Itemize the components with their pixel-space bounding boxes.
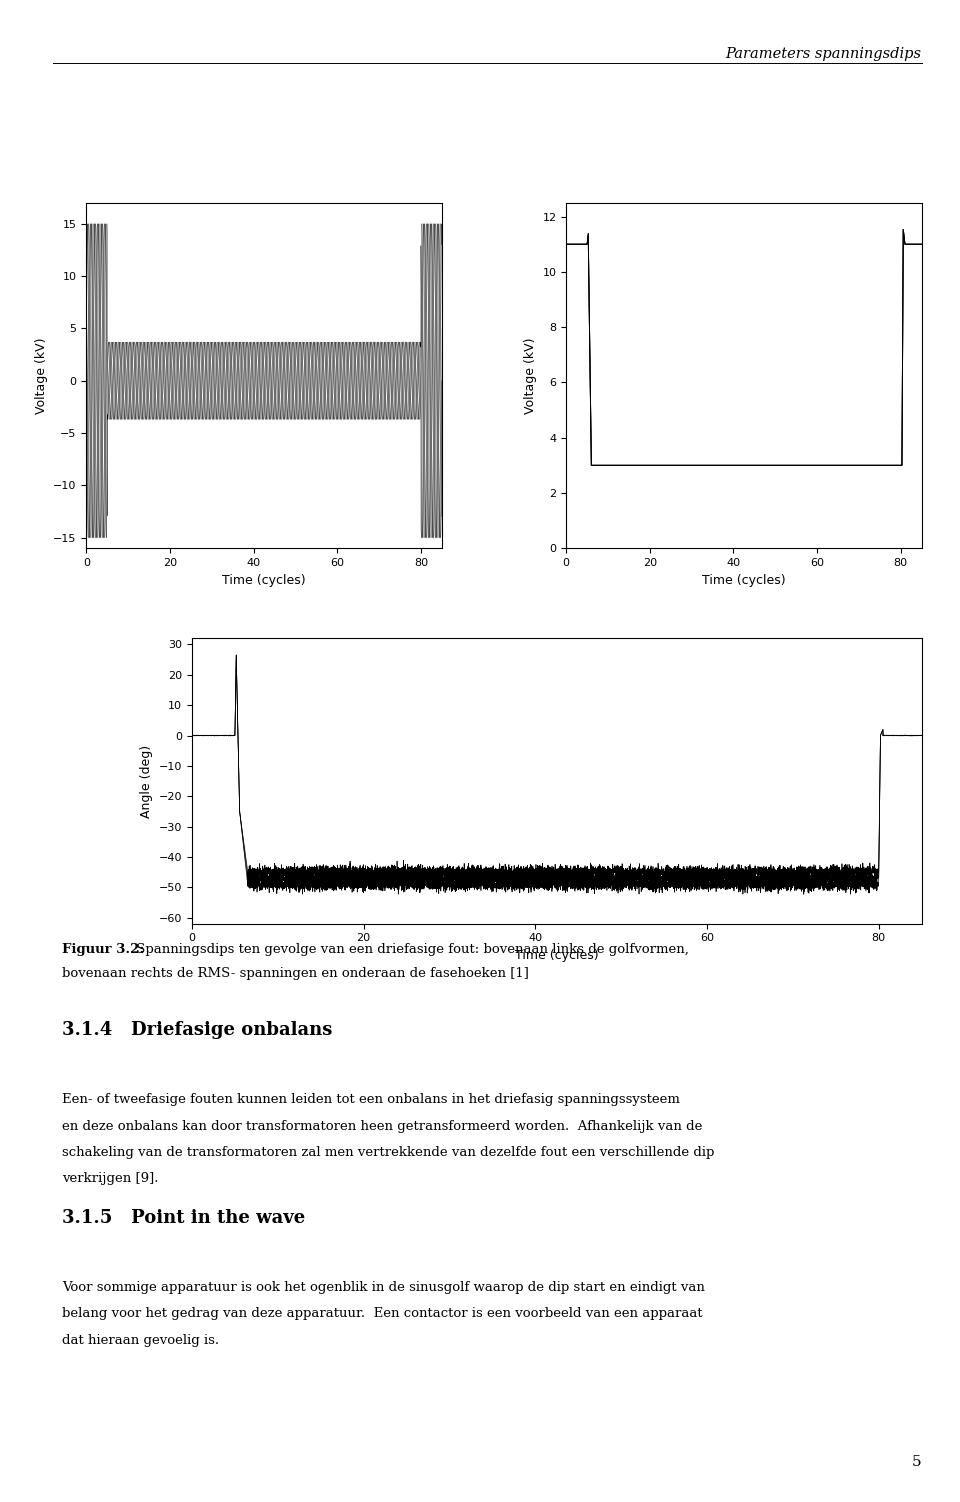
Text: 3.1.4   Driefasige onbalans: 3.1.4 Driefasige onbalans bbox=[62, 1021, 333, 1039]
Text: dat hieraan gevoelig is.: dat hieraan gevoelig is. bbox=[62, 1334, 220, 1347]
Text: belang voor het gedrag van deze apparatuur.  Een contactor is een voorbeeld van : belang voor het gedrag van deze apparatu… bbox=[62, 1307, 703, 1320]
Y-axis label: Voltage (kV): Voltage (kV) bbox=[524, 338, 537, 413]
Y-axis label: Voltage (kV): Voltage (kV) bbox=[35, 338, 48, 413]
Text: Spanningsdips ten gevolge van een driefasige fout: bovenaan links de golfvormen,: Spanningsdips ten gevolge van een driefa… bbox=[132, 943, 689, 957]
X-axis label: Time (cycles): Time (cycles) bbox=[223, 574, 306, 586]
Text: 3.1.5   Point in the wave: 3.1.5 Point in the wave bbox=[62, 1209, 305, 1227]
Text: Voor sommige apparatuur is ook het ogenblik in de sinusgolf waarop de dip start : Voor sommige apparatuur is ook het ogenb… bbox=[62, 1281, 706, 1295]
X-axis label: Time (cycles): Time (cycles) bbox=[515, 949, 599, 961]
Text: Een- of tweefasige fouten kunnen leiden tot een onbalans in het driefasig spanni: Een- of tweefasige fouten kunnen leiden … bbox=[62, 1093, 681, 1107]
Text: Parameters spanningsdips: Parameters spanningsdips bbox=[726, 47, 922, 60]
X-axis label: Time (cycles): Time (cycles) bbox=[702, 574, 785, 586]
Y-axis label: Angle (deg): Angle (deg) bbox=[140, 745, 154, 817]
Text: bovenaan rechts de RMS- spanningen en onderaan de fasehoeken [1]: bovenaan rechts de RMS- spanningen en on… bbox=[62, 967, 529, 981]
Text: Figuur 3.2:: Figuur 3.2: bbox=[62, 943, 145, 957]
Text: 5: 5 bbox=[912, 1455, 922, 1469]
Text: en deze onbalans kan door transformatoren heen getransformeerd worden.  Afhankel: en deze onbalans kan door transformatore… bbox=[62, 1120, 703, 1133]
Text: verkrijgen [9].: verkrijgen [9]. bbox=[62, 1172, 159, 1185]
Text: schakeling van de transformatoren zal men vertrekkende van dezelfde fout een ver: schakeling van de transformatoren zal me… bbox=[62, 1146, 715, 1160]
